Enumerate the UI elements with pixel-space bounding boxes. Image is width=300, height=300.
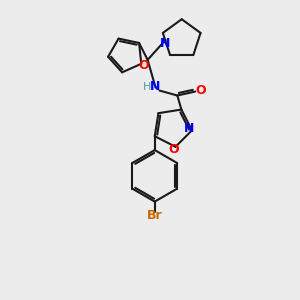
Text: O: O <box>196 84 206 97</box>
Text: H: H <box>142 82 151 92</box>
Text: N: N <box>160 38 171 50</box>
Text: Br: Br <box>147 209 163 222</box>
Text: O: O <box>168 143 179 156</box>
Text: O: O <box>138 59 148 72</box>
Text: N: N <box>184 122 194 135</box>
Text: N: N <box>150 80 161 93</box>
